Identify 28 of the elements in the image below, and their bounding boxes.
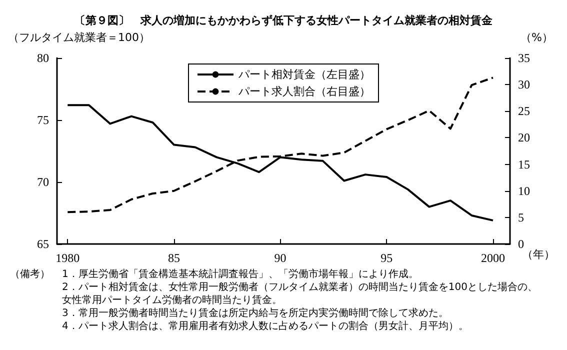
y-tick-label: 80 (37, 51, 49, 65)
y2-axis-title: （%） (520, 31, 553, 44)
text: （備考） (10, 268, 50, 280)
x-tick-label: 2000 (480, 251, 505, 265)
y2-tick-label: 0 (518, 237, 524, 251)
x-tick-label: 95 (380, 251, 393, 265)
text: 1．厚生労働省「賃金構造基本統計調査報告」、「労働市場年報」により作成。 (62, 268, 418, 280)
y-tick-label: 65 (37, 237, 49, 251)
x-tick-label: 90 (274, 251, 286, 265)
y2-tick-label: 25 (518, 104, 530, 118)
text: 4．パート求人割合は、常用雇用者有効求人数に占めるパートの割合（男女計、月平均）。 (62, 320, 468, 332)
x-tick-label: 85 (168, 251, 180, 265)
y-axis-title: （フルタイム就業者＝100） (8, 31, 150, 44)
x-tick-label: 1980 (56, 251, 80, 265)
y-tick-label: 75 (37, 113, 49, 127)
y-tick-label: 70 (37, 175, 49, 189)
y2-tick-label: 15 (518, 157, 530, 172)
y2-tick-label: 35 (518, 51, 530, 65)
chart-title: 〔第９図〕 求人の増加にもかかわらず低下する女性パートタイム就業者の相対賃金 (74, 14, 494, 27)
legend-label: パート求人割合（右目盛） (238, 85, 370, 98)
text: 2．パート相対賃金は、女性常用一般労働者（フルタイム就業者）の時間当たり賃金を100とした場合の、女性常用パートタイム労働者の時間当たり賃金。 (62, 281, 538, 306)
y2-tick-label: 5 (518, 210, 524, 224)
y2-tick-label: 10 (518, 184, 530, 198)
y2-tick-label: 20 (518, 130, 530, 145)
text: 3．常用一般労働者時間当たり賃金は所定内給与を所定内実労働時間で除して求めた。 (62, 307, 448, 319)
x-axis-title: （年） (522, 248, 555, 261)
legend-label: パート相対賃金（左目盛） (238, 68, 370, 81)
y2-tick-label: 30 (518, 78, 530, 92)
